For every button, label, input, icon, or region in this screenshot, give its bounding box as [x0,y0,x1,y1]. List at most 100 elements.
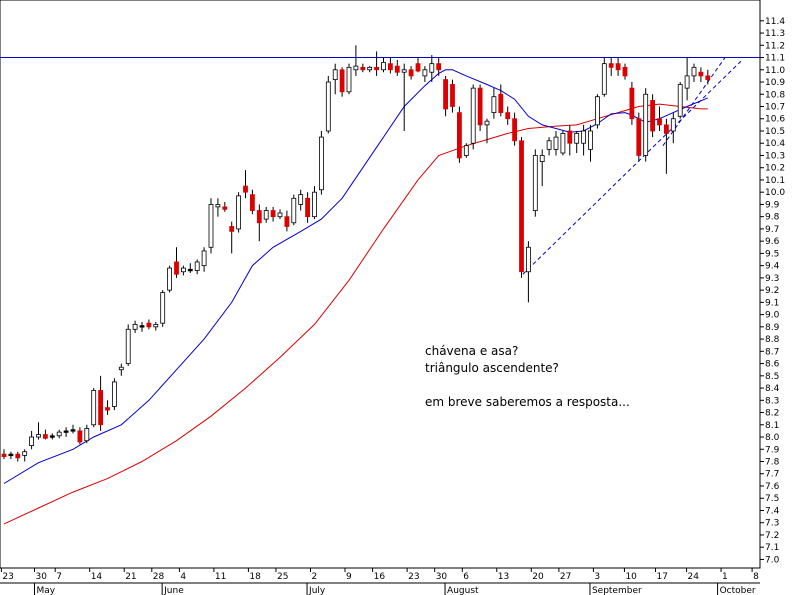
y-tick-label: 8.2 [765,409,779,419]
candle-body [194,261,200,271]
y-tick-label: 8.6 [765,360,780,370]
candle-body [588,130,593,150]
candle [532,149,538,217]
x-day-label: 16 [374,572,386,582]
candle-body [429,63,435,73]
candle-body [567,130,573,144]
candle-body [174,261,179,275]
candle-body [346,66,352,93]
candle [394,59,400,76]
candle [553,130,559,156]
y-tick-label: 7.3 [765,519,779,529]
candle-body [622,66,628,77]
candle-body [229,226,235,232]
candle-body [29,436,35,446]
candle [539,149,545,187]
candle-body [270,210,276,218]
y-tick-label: 11.2 [765,41,785,51]
x-month-label: June [163,586,184,595]
y-tick-label: 9.5 [765,249,779,259]
candle [353,45,359,76]
x-day-label: 23 [2,572,13,582]
y-tick-label: 10.4 [765,139,785,149]
x-day-label: 25 [277,572,288,582]
y-tick-label: 8.3 [765,396,779,406]
y-tick-label: 9.2 [765,286,779,296]
candle [588,124,593,162]
y-tick-label: 7.8 [765,458,780,468]
candle [360,63,366,73]
candle [125,324,131,367]
y-tick-label: 11.3 [765,29,785,39]
candle-body [160,292,166,324]
candle [243,170,248,199]
candle [325,75,331,134]
candle-body [132,323,138,330]
candle-body [677,84,683,117]
candle-body [381,62,386,71]
candle-body [394,65,400,73]
candle [477,84,483,131]
y-tick-label: 10.6 [765,115,785,125]
candle-body [284,216,290,227]
y-tick-label: 10.0 [765,188,785,198]
candle [263,206,269,223]
candle [401,63,407,131]
candle-body [422,69,428,77]
candle-body [512,118,517,142]
candle-body [167,267,173,291]
candle [236,192,242,233]
candle-body [70,429,76,432]
candle [256,204,262,242]
y-tick-label: 7.5 [765,494,779,504]
candles-layer [1,45,711,462]
candle [664,118,669,174]
y-tick-label: 9.4 [765,262,780,272]
candle-body [291,197,297,224]
candle [312,186,317,220]
candle-body [360,66,366,71]
candle-body [532,155,538,211]
candle [650,94,655,138]
candle-body [643,93,649,156]
candle [84,424,90,444]
candle-body [353,65,359,71]
y-tick-label: 7.7 [765,470,779,480]
candle [249,189,255,215]
candle-body [43,434,48,439]
candle-body [332,69,338,80]
candle [36,422,41,440]
candle-body [112,381,117,407]
y-axis: 7.0 7.1 7.2 7.3 7.4 7.5 7.6 7.7 7.8 7.9 8.0 8.1 8.2 8… [760,17,785,565]
candle-body [650,99,655,132]
candle [677,82,683,119]
candle-body [277,212,283,218]
candle-body [77,430,83,443]
candle-body [63,430,69,433]
candle-body [105,407,110,411]
candle [670,112,676,144]
candle-body [305,197,311,218]
candle [215,198,221,217]
candle-body [243,185,248,193]
y-tick-label: 9.8 [765,213,780,223]
candle-body [539,155,545,162]
candle-body [312,191,317,218]
candle [567,124,573,156]
candle-body [49,435,55,438]
candle-body [298,194,304,205]
candle [132,320,138,333]
candle [387,57,393,74]
x-day-label: 17 [657,572,668,582]
candle-body [553,136,559,150]
y-tick-label: 10.2 [765,164,785,174]
x-day-label: 18 [249,572,261,582]
annotation-1: chávena e asa? [425,344,518,358]
x-day-label: 11 [215,572,226,582]
plot-frame [0,0,761,569]
candle-body [664,124,669,134]
candle [167,265,173,293]
x-month-label: October [720,586,756,595]
candle [118,363,124,376]
candle-body [636,118,642,156]
